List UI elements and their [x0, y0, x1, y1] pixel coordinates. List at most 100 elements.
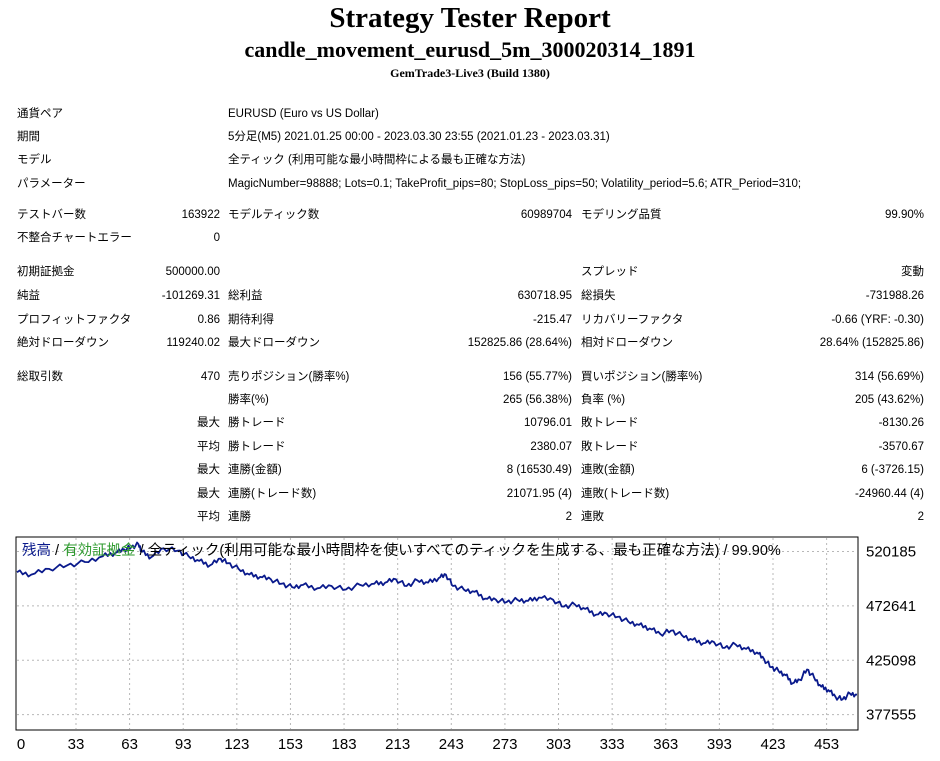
y-tick-label: 520185 [866, 544, 916, 561]
spread-label: スプレッド [581, 266, 639, 278]
cons-loss-money-label: 連敗(金額) [581, 464, 635, 476]
x-tick-label: 333 [600, 736, 625, 753]
report-subtitle: candle_movement_eurusd_5m_300020314_1891 [244, 37, 696, 62]
legend-model: 全ティック(利用可能な最小時間枠を使いすべてのティックを生成する、最も正確な方法… [148, 541, 720, 559]
y-tick-label: 425098 [866, 652, 916, 669]
report-title: Strategy Tester Report [329, 2, 611, 34]
x-tick-label: 93 [175, 736, 192, 753]
avg-cons-win-value: 2 [565, 511, 572, 523]
long-positions-value: 314 (56.69%) [854, 371, 924, 383]
chart-legend: 残高 / 有効証拠金 / 全ティック(利用可能な最小時間枠を使いすべてのティック… [22, 541, 781, 559]
max-drawdown-value: 152825.86 (28.64%) [467, 337, 572, 349]
x-tick-label: 363 [653, 736, 678, 753]
avg-cons-loss-value: 2 [917, 511, 924, 523]
plot-frame [15, 536, 859, 731]
cons-loss-money-value: 6 (-3726.15) [861, 464, 924, 476]
largest-win-label: 勝トレード [228, 417, 286, 429]
info-value-model: 全ティック (利用可能な最小時間枠による最も正確な方法) [228, 154, 526, 166]
x-tick-label: 423 [760, 736, 785, 753]
total-trades-label: 総取引数 [17, 371, 63, 383]
cons-win-trades-label: 連勝(トレード数) [228, 488, 317, 500]
recovery-factor-value: -0.66 (YRF: -0.30) [831, 314, 924, 326]
x-tick-label: 273 [492, 736, 517, 753]
expected-payoff-label: 期待利得 [228, 314, 274, 326]
grid-layer [17, 538, 857, 729]
legend-sep-3: / [720, 543, 732, 559]
short-positions-label: 売りポジション(勝率%) [228, 371, 350, 383]
rel-drawdown-label: 相対ドローダウン [581, 337, 673, 349]
mismatch-value: 0 [213, 232, 220, 244]
abs-drawdown-value: 119240.02 [166, 337, 220, 349]
gross-profit-value: 630718.95 [517, 290, 572, 302]
x-tick-label: 183 [332, 736, 357, 753]
x-tick-label: 453 [814, 736, 839, 753]
avg-cons-word: 平均 [197, 511, 220, 523]
avg-cons-loss-label: 連敗 [581, 511, 604, 523]
gross-profit-label: 総利益 [228, 290, 263, 302]
info-label-symbol: 通貨ペア [17, 108, 63, 120]
info-label-parameters: パラメーター [17, 178, 86, 190]
loss-rate-label: 負率 (%) [581, 394, 626, 406]
info-label-period: 期間 [17, 131, 40, 143]
x-tick-label: 153 [278, 736, 303, 753]
largest-loss-value: -8130.26 [878, 417, 924, 429]
tick-layer: 0 33 63 93 123 153 183 213 243 273 303 333 363 393 423… [17, 544, 916, 753]
max-cons-money-word: 最大 [197, 464, 220, 476]
average-word: 平均 [197, 441, 220, 453]
win-rate-label: 勝率(%) [228, 394, 269, 406]
average-loss-value: -3570.67 [878, 441, 924, 453]
y-tick-label: 472641 [866, 598, 916, 615]
average-loss-label: 敗トレード [581, 441, 639, 453]
legend-sep-1: / [51, 543, 63, 559]
x-tick-label: 213 [385, 736, 410, 753]
x-tick-label: 393 [707, 736, 732, 753]
profit-factor-label: プロフィットファクタ [17, 314, 132, 326]
ticks-value: 60989704 [520, 209, 572, 221]
legend-quality: 99.90% [732, 543, 781, 559]
average-win-value: 2380.07 [530, 441, 572, 453]
cons-win-money-value: 8 (16530.49) [506, 464, 572, 476]
largest-loss-label: 敗トレード [581, 417, 639, 429]
max-cons-trades-word: 最大 [197, 488, 220, 500]
abs-drawdown-label: 絶対ドローダウン [17, 337, 109, 349]
rel-drawdown-value: 28.64% (152825.86) [819, 337, 924, 349]
info-value-parameters: MagicNumber=98888; Lots=0.1; TakeProfit_… [228, 178, 802, 190]
mismatch-label: 不整合チャートエラー [17, 232, 132, 244]
max-drawdown-label: 最大ドローダウン [228, 337, 320, 349]
bars-label: テストバー数 [17, 209, 86, 221]
loss-rate-value: 205 (43.62%) [854, 394, 924, 406]
x-tick-label: 243 [439, 736, 464, 753]
expected-payoff-value: -215.47 [532, 314, 572, 326]
balance-line [16, 541, 858, 701]
quality-value: 99.90% [884, 209, 924, 221]
cons-loss-trades-label: 連敗(トレード数) [581, 488, 670, 500]
avg-cons-win-label: 連勝 [228, 511, 251, 523]
deposit-value: 500000.00 [165, 266, 220, 278]
y-tick-label: 377555 [866, 707, 916, 724]
x-tick-label: 0 [17, 736, 25, 753]
short-positions-value: 156 (55.77%) [502, 371, 572, 383]
recovery-factor-label: リカバリーファクタ [581, 314, 684, 326]
long-positions-label: 買いポジション(勝率%) [581, 371, 703, 383]
profit-factor-value: 0.86 [197, 314, 220, 326]
gross-loss-label: 総損失 [581, 290, 616, 302]
legend-sep-2: / [136, 543, 148, 559]
legend-balance: 残高 [22, 542, 51, 559]
deposit-label: 初期証拠金 [17, 266, 75, 278]
x-tick-label: 303 [546, 736, 571, 753]
spread-value: 変動 [901, 266, 924, 278]
largest-win-value: 10796.01 [524, 417, 572, 429]
total-trades-value: 470 [200, 371, 220, 383]
line-layer [16, 541, 858, 701]
cons-loss-trades-value: -24960.44 (4) [854, 488, 924, 500]
x-tick-label: 63 [121, 736, 138, 753]
legend-equity: 有効証拠金 [63, 542, 136, 559]
cons-win-money-label: 連勝(金額) [228, 464, 282, 476]
info-value-symbol: EURUSD (Euro vs US Dollar) [228, 108, 379, 120]
net-label: 純益 [17, 290, 40, 302]
largest-word: 最大 [197, 417, 220, 429]
bars-value: 163922 [181, 209, 220, 221]
info-value-period: 5分足(M5) 2021.01.25 00:00 - 2023.03.30 23… [228, 131, 610, 143]
build-info: GemTrade3-Live3 (Build 1380) [390, 66, 550, 80]
